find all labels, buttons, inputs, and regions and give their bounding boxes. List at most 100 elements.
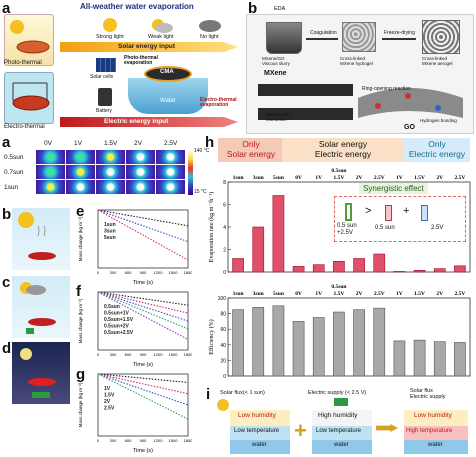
legend-entry: 1.5V (104, 393, 115, 399)
thermal-image (126, 180, 155, 194)
x-tick-label: 1500 (169, 352, 179, 357)
thermal-row-label: 0.5sun (4, 154, 24, 161)
no-light-label: No light (200, 34, 219, 40)
thermal-image (36, 180, 65, 194)
thermal-image (96, 180, 125, 194)
bar (272, 195, 285, 273)
series-line (97, 291, 189, 340)
legend-a-label: 0.5 sun +2.5V (337, 223, 357, 236)
colorbar-min: 15 °C (194, 189, 207, 195)
thermal-row-label: 1sun (4, 184, 19, 191)
i-box2-top (312, 410, 372, 426)
bar (393, 271, 406, 273)
legend-entry: 1sun (104, 222, 116, 228)
thermal-image (96, 150, 125, 164)
i-solar-flux: Solar flux(< 1 sun) (220, 390, 265, 396)
panel-i: Solar flux(< 1 sun) Low humidity Low tem… (214, 386, 474, 456)
thermal-colorbar (188, 150, 193, 195)
hbond-label: Hydrogen bonding (420, 118, 457, 123)
series-line (97, 373, 189, 395)
i-combined: Solar flux Electric supply (410, 388, 446, 400)
legend-entry: 1V (104, 386, 111, 392)
thermal-col-label: 2.5V (164, 140, 178, 147)
scene-c-art (20, 282, 56, 334)
thermal-image (156, 150, 185, 164)
sun-icon (103, 18, 117, 32)
x-axis-label: Time (s) (133, 448, 153, 454)
x-tick-label: 600 (125, 438, 132, 443)
x-tick-label: 900 (140, 352, 147, 357)
series-line (97, 291, 189, 306)
electro-thermal-label: Electro-thermal (4, 124, 45, 130)
weather-icons (103, 18, 221, 33)
bar-category-label: 1V (315, 291, 322, 297)
i-box2-temp-bg (312, 426, 372, 440)
bar-chart-efficiency: 0 20 40 60 80 100 1sun 3sun 5sun 0V 1V 1.5V 2V 2.5V 1V… (208, 284, 471, 380)
panel-b2-label: b (2, 206, 12, 223)
bar-category-label: 2.5V (454, 175, 465, 181)
legend-entry: 2.5V (104, 406, 115, 412)
x-tick-label: 0 (97, 352, 100, 357)
thermal-row-label: 0.7sun (4, 169, 24, 176)
thermal-image (36, 150, 65, 164)
legend-entry: 0.5sun+1V (104, 311, 130, 317)
bar-category-label: 2V (356, 175, 363, 181)
ring-label: Ring-opening reaction (362, 86, 411, 92)
cloud-icon (199, 20, 221, 32)
panel-a2-label: a (2, 134, 11, 151)
x-tick-label: 1200 (154, 352, 164, 357)
bar (433, 341, 446, 377)
legend-plus: + (403, 205, 410, 217)
thermal-image (156, 165, 185, 179)
weak-light-label: Weak light (148, 34, 174, 40)
panel-a-label: a (2, 0, 11, 17)
x-tick-label: 300 (110, 270, 117, 275)
photo-thermal-label: Photo-thermal (4, 60, 42, 66)
coagulation-label: Coagulation (310, 30, 337, 36)
bar (333, 311, 345, 377)
i-arrow (376, 424, 398, 432)
bar (292, 266, 305, 273)
bar (292, 321, 305, 377)
i-plus: + (294, 418, 307, 443)
bar-category-label: 5sun (273, 291, 284, 297)
x-tick-label: 1200 (154, 270, 164, 275)
hydrogel-cube (342, 22, 376, 52)
solar-input-arrow (60, 42, 238, 52)
legend-gt: > (365, 205, 372, 217)
thermal-image (126, 150, 155, 164)
water-label: Water (160, 98, 176, 104)
i-box3-water-label: water (428, 442, 443, 448)
bar (353, 258, 365, 273)
electric-input-label: Electric energy input (104, 118, 169, 125)
bar-category-label: 1V (315, 175, 322, 181)
cma-label: CMA (160, 69, 174, 75)
series-line (97, 291, 189, 322)
mxene-sheet (258, 84, 353, 120)
bar (312, 264, 325, 273)
eda-label: EDA (274, 6, 286, 12)
bar (413, 270, 426, 273)
y-tick-label: 6 (223, 203, 226, 209)
panel-f-label: f (76, 283, 81, 300)
bar-category-label: 1sun (233, 291, 244, 297)
cat-header-3 (404, 138, 470, 162)
electro-evap-label: Electro-thermal evaporation (200, 97, 237, 108)
x-tick-label: 900 (140, 438, 147, 443)
legend-entry: 3sun (104, 229, 116, 235)
bar (413, 339, 426, 377)
water-tank (128, 78, 208, 114)
synergistic-label: Synergistic effect (359, 183, 428, 194)
y-tick-label: 2 (223, 248, 226, 254)
thermal-col-label: 0V (44, 140, 52, 147)
cat-label-1: Only Solar energy (226, 139, 276, 159)
bar (393, 340, 406, 377)
x-tick-label: 300 (110, 352, 117, 357)
series-line (97, 209, 189, 227)
i-box1-top (230, 410, 290, 426)
bar-category-label: 3sun (253, 291, 264, 297)
thermal-image (66, 180, 95, 194)
slurry-label: MXene/GO Viscous slurry (262, 56, 290, 66)
panel-b-synthesis: b EDA MXene/GO Viscous slurry Coagulation… (244, 0, 476, 135)
thermal-image (156, 180, 185, 194)
